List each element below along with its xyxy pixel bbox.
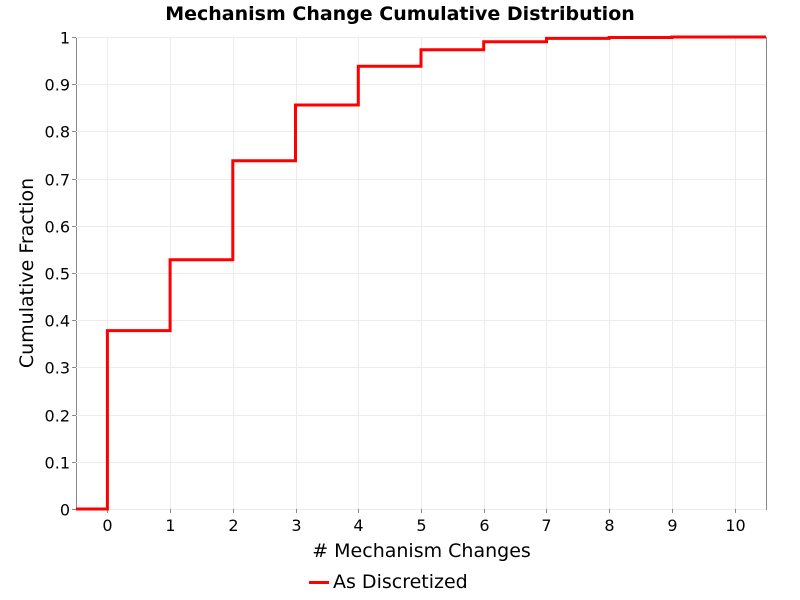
y-tick-label: 0.6 bbox=[45, 218, 70, 237]
y-axis-label: Cumulative Fraction bbox=[16, 177, 38, 369]
y-tick-label: 0.9 bbox=[45, 76, 70, 95]
y-tick-label: 1 bbox=[60, 29, 70, 48]
y-tick-label: 0.1 bbox=[45, 454, 70, 473]
y-tick-label: 0.8 bbox=[45, 123, 70, 142]
y-tick-label: 0.3 bbox=[45, 359, 70, 378]
y-tick-label: 0.7 bbox=[45, 171, 70, 190]
series-line bbox=[76, 35, 766, 511]
axis-ticks: 0 1 2 3 4 5 6 7 8 9 10 0 0.1 0.2 0.3 0.4 0.5 0.6 0.7 0.8 0.9… bbox=[45, 29, 746, 536]
x-tick-label: 8 bbox=[604, 516, 614, 535]
x-tick-label: 9 bbox=[667, 516, 677, 535]
y-tick-label: 0.5 bbox=[45, 265, 70, 284]
x-tick-label: 2 bbox=[228, 516, 238, 535]
series-layer bbox=[76, 35, 766, 511]
x-tick-label: 0 bbox=[102, 516, 112, 535]
x-axis-label: # Mechanism Changes bbox=[312, 540, 531, 562]
legend: As Discretized bbox=[309, 570, 468, 594]
x-tick-label: 1 bbox=[165, 516, 175, 535]
chart-title: Mechanism Change Cumulative Distribution bbox=[165, 3, 635, 25]
x-tick-label: 6 bbox=[479, 516, 489, 535]
x-tick-label: 5 bbox=[416, 516, 426, 535]
y-tick-label: 0.2 bbox=[45, 407, 70, 426]
x-tick-label: 10 bbox=[725, 516, 745, 535]
x-tick-label: 4 bbox=[353, 516, 363, 535]
y-tick-label: 0 bbox=[60, 501, 70, 520]
legend-label: As Discretized bbox=[333, 571, 468, 593]
y-tick-label: 0.4 bbox=[45, 312, 70, 331]
x-tick-label: 7 bbox=[541, 516, 551, 535]
x-tick-label: 3 bbox=[291, 516, 301, 535]
legend-swatch bbox=[309, 580, 329, 584]
